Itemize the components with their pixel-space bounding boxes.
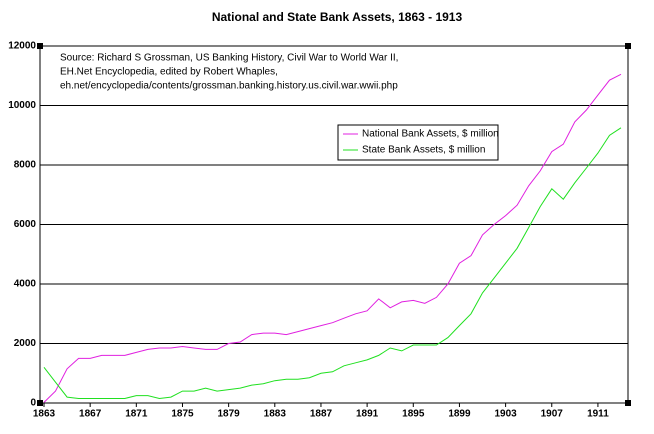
x-tick-label: 1863 <box>33 409 56 420</box>
annotation: Source: Richard S Grossman, US Banking H… <box>60 53 398 64</box>
x-tick-label: 1911 <box>587 409 609 420</box>
annotation: EH.Net Encyclopedia, edited by Robert Wh… <box>60 67 278 78</box>
x-tick-label: 1887 <box>310 409 333 420</box>
x-tick-label: 1907 <box>541 409 564 420</box>
series-line <box>43 73 622 403</box>
x-tick-label: 1875 <box>171 409 194 420</box>
y-tick-label: 10000 <box>8 100 36 111</box>
x-tick-label: 1899 <box>448 409 471 420</box>
x-tick-label: 1883 <box>264 409 287 420</box>
legend-box <box>337 124 499 161</box>
x-tick-label: 1871 <box>125 409 148 420</box>
y-tick-label: 0 <box>30 398 36 409</box>
chart-title: National and State Bank Assets, 1863 - 1… <box>212 10 463 24</box>
y-tick-label: 6000 <box>14 219 37 230</box>
x-tick-label: 1891 <box>356 409 379 420</box>
y-tick-label: 2000 <box>14 338 37 349</box>
annotation: eh.net/encyclopedia/contents/grossman.ba… <box>60 81 398 92</box>
y-tick-label: 8000 <box>14 160 37 171</box>
series-line <box>43 127 622 400</box>
legend-label: National Bank Assets, $ million <box>362 129 499 140</box>
y-tick-label: 4000 <box>14 279 37 290</box>
x-tick-label: 1879 <box>218 409 241 420</box>
x-tick-label: 1867 <box>79 409 102 420</box>
x-tick-label: 1903 <box>494 409 517 420</box>
y-tick-label: 12000 <box>8 41 36 52</box>
legend-label: State Bank Assets, $ million <box>362 145 485 156</box>
x-tick-label: 1895 <box>402 409 425 420</box>
